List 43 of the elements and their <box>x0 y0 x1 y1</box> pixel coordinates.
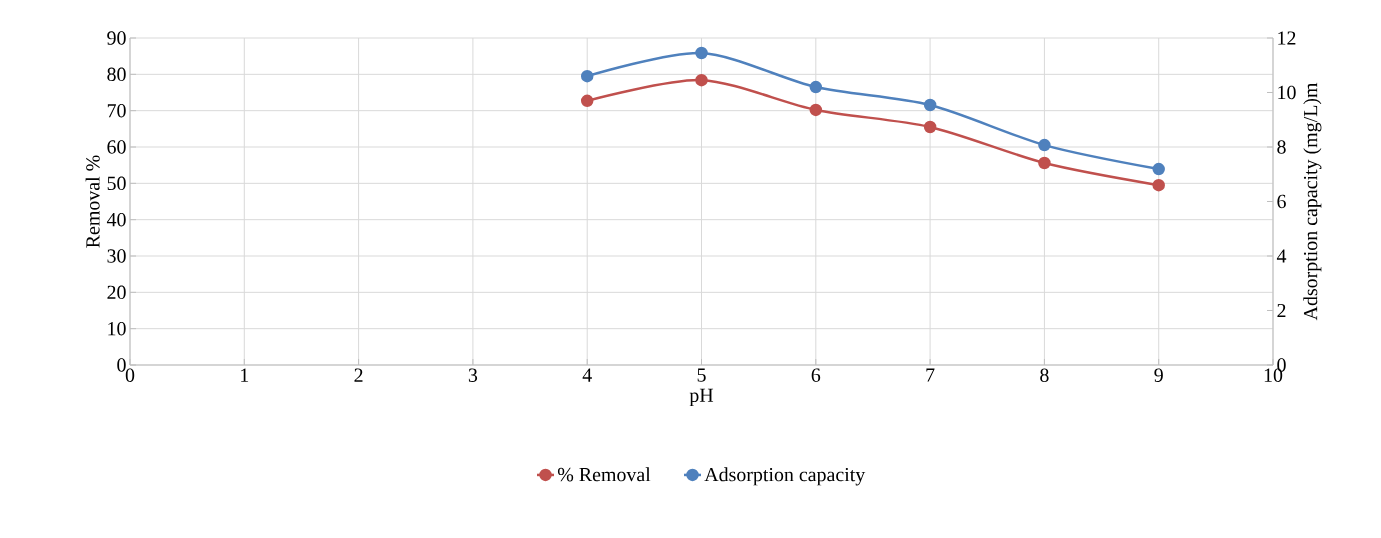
y2-tick-label: 6 <box>1277 194 1286 209</box>
point <box>809 103 823 117</box>
legend-label: Adsorption capacity <box>704 467 866 486</box>
point <box>1152 162 1165 176</box>
x-tick-label: 9 <box>1154 368 1163 382</box>
x-tick-label: 2 <box>354 368 363 382</box>
x-tick-label: 7 <box>926 368 935 382</box>
point <box>580 94 594 108</box>
x-tick-label: 5 <box>697 368 706 382</box>
y-tick-label: 60 <box>107 140 126 154</box>
x-tick-label: 3 <box>468 368 478 382</box>
y-tick-label: 40 <box>106 212 126 227</box>
y-tick-label: 10 <box>108 321 126 336</box>
y-tick-label: 30 <box>107 249 126 263</box>
y2-tick-label: 12 <box>1278 31 1296 45</box>
x-tick-label: 0 <box>125 368 135 382</box>
point <box>923 98 937 112</box>
legend-label: % Removal <box>557 467 651 482</box>
point <box>1152 178 1165 192</box>
y2-tick-label: 4 <box>1276 249 1287 263</box>
point <box>695 73 708 87</box>
point <box>1038 138 1051 152</box>
y-tick-label: 50 <box>107 176 126 191</box>
x-tick-label: 4 <box>582 368 592 382</box>
y-axis-title: Removal % <box>85 155 100 248</box>
point <box>809 80 823 94</box>
y-tick-label: 20 <box>107 285 126 300</box>
y-tick-label: 0 <box>117 358 126 372</box>
point <box>923 120 937 134</box>
y-tick-label: 90 <box>107 31 126 45</box>
point <box>695 46 708 60</box>
y2-tick-label: 8 <box>1277 140 1286 154</box>
y2-tick-label: 2 <box>1277 303 1286 318</box>
x-tick-label: 1 <box>241 368 249 382</box>
y2-tick-label: 10 <box>1278 85 1296 100</box>
x-tick-label: 8 <box>1040 368 1049 382</box>
x-axis-title: pH <box>689 388 714 407</box>
y2-axis-title: Adsorption capacity (mg/L)m <box>1303 82 1322 321</box>
y-tick-label: 80 <box>107 67 126 82</box>
point <box>1038 156 1051 170</box>
x-tick-label: 6 <box>811 368 821 382</box>
y-tick-label: 70 <box>107 103 126 118</box>
point <box>580 69 594 83</box>
